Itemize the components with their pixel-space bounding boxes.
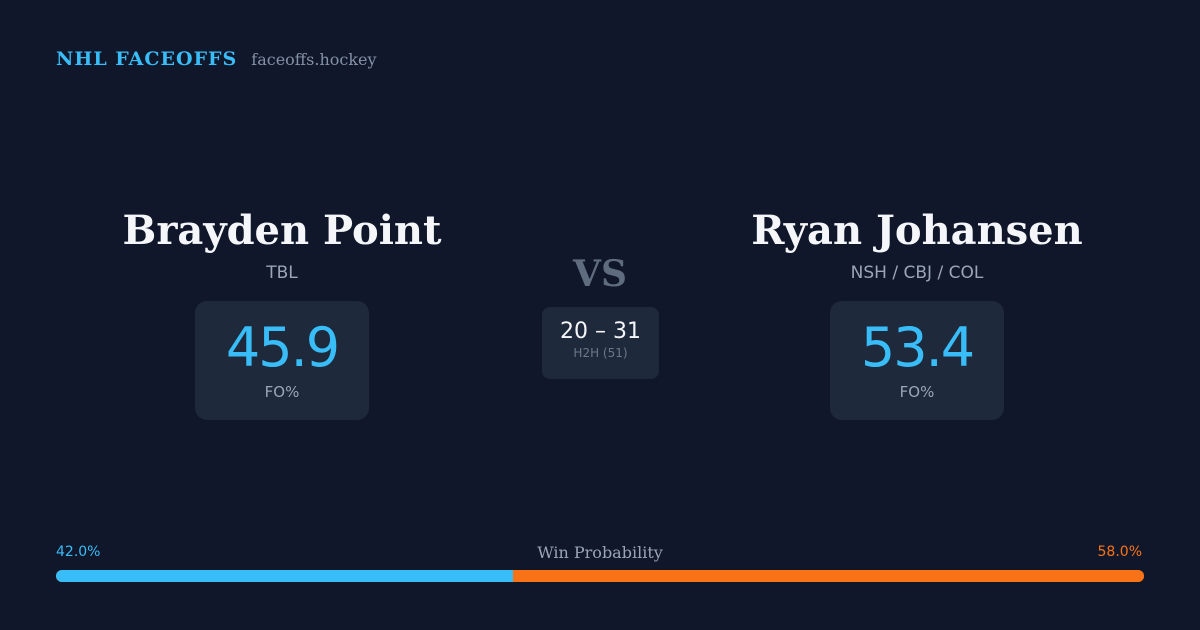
brand-domain: faceoffs.hockey	[251, 50, 377, 69]
win-probability-bar-left	[56, 570, 513, 582]
win-probability-title: Win Probability	[537, 543, 663, 562]
player-left-fo-value: 45.9	[225, 316, 340, 379]
player-right-team: NSH / CBJ / COL	[850, 263, 984, 283]
head-to-head-card: 20 – 31 H2H (51)	[542, 307, 659, 379]
brand-name: NHL FACEOFFS	[56, 48, 238, 70]
player-left-fo-label: FO%	[264, 383, 300, 401]
player-left: Brayden Point TBL 45.9 FO%	[42, 205, 522, 420]
player-right: Ryan Johansen NSH / CBJ / COL 53.4 FO%	[677, 205, 1157, 420]
win-probability-left: 42.0%	[56, 544, 101, 560]
win-probability-bar	[56, 570, 1144, 582]
player-right-fo-label: FO%	[899, 383, 935, 401]
brand-header: NHL FACEOFFS faceoffs.hockey	[56, 48, 377, 70]
player-left-team: TBL	[266, 263, 298, 283]
player-right-name: Ryan Johansen	[751, 207, 1083, 254]
win-probability-bar-right	[512, 570, 1144, 582]
head-to-head-score: 20 – 31	[560, 319, 641, 344]
player-right-stat-card: 53.4 FO%	[830, 301, 1004, 420]
player-right-fo-value: 53.4	[860, 316, 975, 379]
player-left-name: Brayden Point	[122, 207, 442, 254]
win-probability-right: 58.0%	[1097, 544, 1142, 560]
player-left-stat-card: 45.9 FO%	[195, 301, 369, 420]
head-to-head-label: H2H (51)	[573, 346, 628, 360]
versus-label: VS	[573, 253, 627, 295]
